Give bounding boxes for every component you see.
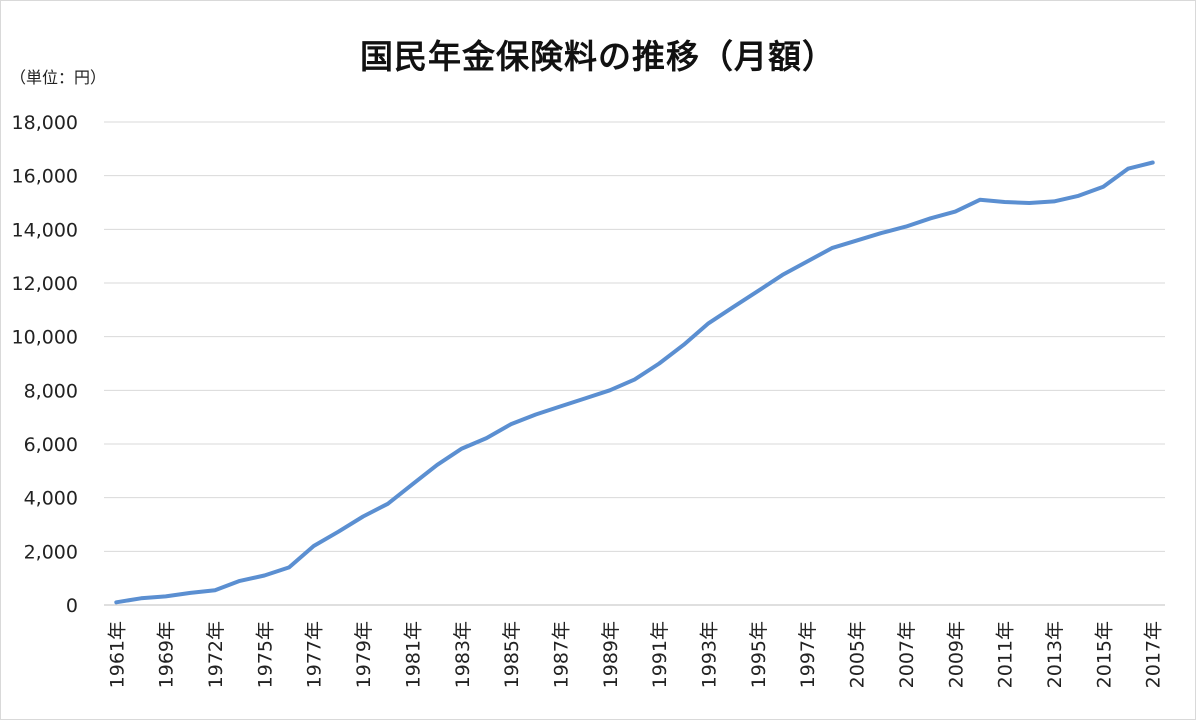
y-tick-label: 10,000 [12, 327, 78, 349]
x-tick-label: 1989年 [600, 621, 622, 688]
x-tick-label: 1991年 [649, 621, 671, 688]
unit-label: （単位：円） [10, 68, 107, 87]
x-tick-label: 1983年 [452, 621, 474, 688]
y-tick-label: 12,000 [12, 273, 78, 295]
x-tick-label: 1972年 [205, 621, 227, 688]
gridlines [104, 121, 1165, 606]
x-tick-label: 2017年 [1143, 621, 1165, 688]
x-axis-ticks: 1961年 1969年 1972年 1975年 1977年 1979年 1981年 1983年… [106, 621, 1164, 688]
x-tick-label: 2005年 [847, 621, 869, 688]
x-tick-label: 1987年 [550, 621, 572, 688]
y-tick-label: 6,000 [24, 434, 78, 456]
x-tick-label: 2009年 [945, 621, 967, 688]
x-tick-label: 2011年 [995, 621, 1017, 688]
series-line [114, 160, 1155, 605]
x-tick-label: 1969年 [156, 621, 178, 688]
x-tick-label: 2013年 [1044, 621, 1066, 688]
x-tick-label: 2007年 [896, 621, 918, 688]
x-tick-label: 1997年 [797, 621, 819, 688]
x-tick-label: 1981年 [402, 621, 424, 688]
y-tick-label: 2,000 [24, 541, 78, 563]
x-tick-label: 2015年 [1093, 621, 1115, 688]
x-tick-label: 1975年 [254, 621, 276, 688]
x-tick-label: 1961年 [106, 621, 128, 688]
x-tick-label: 1977年 [304, 621, 326, 688]
y-tick-label: 0 [66, 595, 78, 617]
x-tick-label: 1985年 [501, 621, 523, 688]
y-tick-label: 8,000 [24, 380, 78, 402]
x-tick-label: 1995年 [748, 621, 770, 688]
y-axis-ticks: 0 2,000 4,000 6,000 8,000 10,000 12,000 14,000 1… [12, 112, 78, 617]
y-tick-label: 18,000 [12, 112, 78, 134]
y-tick-label: 16,000 [12, 166, 78, 188]
x-tick-label: 1979年 [353, 621, 375, 688]
chart-title: 国民年金保険料の推移（月額） [360, 37, 836, 76]
series-layer [114, 160, 1155, 605]
y-tick-label: 14,000 [12, 219, 78, 241]
x-tick-label: 1993年 [699, 621, 721, 688]
y-tick-label: 4,000 [24, 488, 78, 510]
